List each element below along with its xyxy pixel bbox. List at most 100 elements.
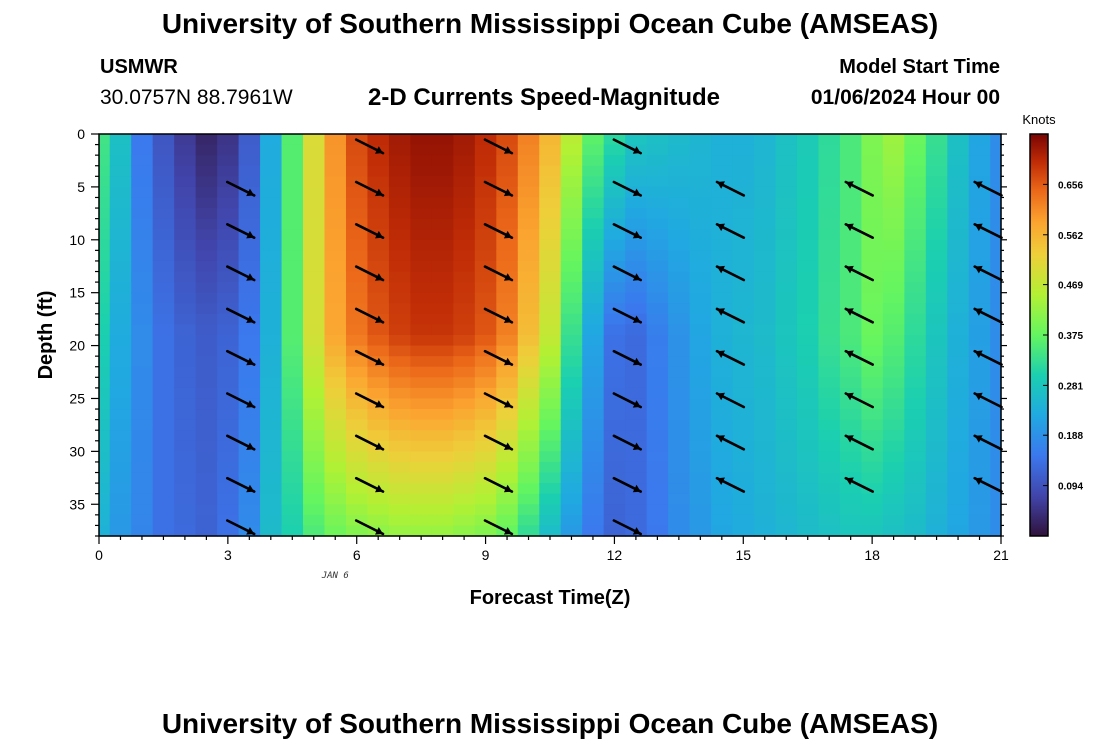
heatmap-cell bbox=[904, 197, 927, 209]
heatmap-cell bbox=[582, 134, 605, 146]
current-vector bbox=[354, 307, 385, 324]
heatmap-cell bbox=[968, 409, 991, 421]
heatmap-cell bbox=[431, 134, 454, 146]
heatmap-cell bbox=[796, 461, 820, 474]
heatmap-cell bbox=[303, 144, 326, 156]
heatmap-cell bbox=[968, 514, 991, 527]
heatmap-cell bbox=[904, 303, 927, 315]
heatmap-cell bbox=[582, 197, 605, 209]
heatmap-cell bbox=[281, 377, 304, 389]
heatmap-cell bbox=[345, 208, 369, 220]
heatmap-cell bbox=[496, 335, 519, 347]
heatmap-cell bbox=[324, 377, 347, 389]
heatmap-cell bbox=[839, 440, 863, 452]
heatmap-cell bbox=[345, 451, 369, 463]
heatmap-cell bbox=[195, 366, 218, 378]
current-vector bbox=[226, 180, 256, 197]
vector-head bbox=[974, 265, 983, 274]
heatmap-cell bbox=[131, 504, 154, 516]
heatmap-cell bbox=[281, 387, 304, 400]
heatmap-cell bbox=[496, 514, 519, 527]
y-tick-label: 30 bbox=[69, 443, 85, 459]
heatmap-cell bbox=[453, 366, 476, 378]
y-tick-label: 25 bbox=[69, 390, 85, 406]
heatmap-cell bbox=[303, 493, 326, 505]
heatmap-cell bbox=[217, 440, 240, 452]
heatmap-cell bbox=[560, 398, 583, 410]
heatmap-cell bbox=[195, 409, 218, 421]
heatmap-cell bbox=[861, 504, 884, 516]
heatmap-cell bbox=[431, 250, 454, 262]
heatmap-cell bbox=[796, 514, 820, 527]
heatmap-cell bbox=[796, 144, 820, 156]
heatmap-cell bbox=[646, 461, 669, 474]
heatmap-cell bbox=[496, 303, 519, 315]
heatmap-cell bbox=[775, 472, 798, 484]
heatmap-cell bbox=[131, 282, 154, 294]
heatmap-cell bbox=[260, 155, 283, 167]
heatmap-cell bbox=[410, 504, 433, 516]
heatmap-cell bbox=[904, 483, 927, 495]
heatmap-cell bbox=[345, 525, 369, 537]
heatmap-cell bbox=[861, 208, 884, 220]
heatmap-cell bbox=[345, 155, 369, 167]
vector-head bbox=[375, 400, 383, 408]
heatmap-cell bbox=[882, 398, 905, 410]
heatmap-cell bbox=[453, 229, 476, 241]
heatmap-cell bbox=[560, 260, 583, 273]
x-tick-label: 12 bbox=[607, 547, 623, 563]
heatmap-cell bbox=[839, 155, 863, 167]
heatmap-cell bbox=[775, 271, 798, 283]
heatmap-cell bbox=[539, 398, 562, 410]
heatmap-cell bbox=[646, 282, 669, 294]
heatmap-cell bbox=[281, 271, 304, 283]
heatmap-cell bbox=[689, 186, 712, 199]
vector-head bbox=[974, 181, 983, 189]
heatmap-cell bbox=[689, 356, 712, 368]
heatmap-cell bbox=[152, 493, 175, 505]
heatmap-cell bbox=[603, 409, 626, 421]
heatmap-cell bbox=[195, 451, 218, 463]
heatmap-cell bbox=[796, 313, 820, 326]
heatmap-cell bbox=[839, 197, 863, 209]
heatmap-cell bbox=[990, 239, 1002, 251]
current-vector bbox=[612, 223, 643, 239]
heatmap-cell bbox=[947, 144, 970, 156]
heatmap-cell bbox=[990, 144, 1002, 156]
heatmap-cell bbox=[260, 525, 283, 537]
heatmap-cell bbox=[174, 229, 197, 241]
heatmap-cell bbox=[453, 398, 476, 410]
heatmap-cell bbox=[711, 419, 734, 431]
heatmap-cell bbox=[560, 493, 583, 505]
heatmap-cell bbox=[99, 504, 111, 516]
heatmap-cell bbox=[582, 186, 605, 199]
heatmap-cell bbox=[496, 292, 519, 304]
heatmap-cell bbox=[99, 271, 111, 283]
heatmap-cell bbox=[947, 504, 970, 516]
heatmap-cell bbox=[560, 387, 583, 400]
heatmap-cell bbox=[195, 514, 218, 527]
heatmap-cell bbox=[496, 260, 519, 273]
heatmap-cell bbox=[345, 144, 369, 156]
heatmap-cell bbox=[625, 387, 648, 400]
heatmap-cell bbox=[582, 345, 605, 357]
heatmap-cell bbox=[174, 250, 197, 262]
heatmap-cell bbox=[496, 208, 519, 220]
heatmap-cell bbox=[281, 483, 304, 495]
heatmap-cell bbox=[882, 409, 905, 421]
heatmap-cell bbox=[839, 451, 863, 463]
heatmap-cell bbox=[303, 461, 326, 474]
heatmap-cell bbox=[152, 440, 175, 452]
heatmap-cell bbox=[947, 250, 970, 262]
heatmap-cell bbox=[818, 239, 841, 251]
heatmap-cell bbox=[131, 398, 154, 410]
heatmap-cell bbox=[796, 134, 820, 146]
heatmap-cell bbox=[839, 377, 863, 389]
heatmap-cell bbox=[217, 292, 240, 304]
heatmap-cell bbox=[303, 472, 326, 484]
heatmap-cell bbox=[904, 271, 927, 283]
heatmap-cell bbox=[131, 525, 154, 537]
heatmap-cell bbox=[925, 282, 948, 294]
heatmap-cell bbox=[603, 356, 626, 368]
heatmap-cell bbox=[453, 493, 476, 505]
